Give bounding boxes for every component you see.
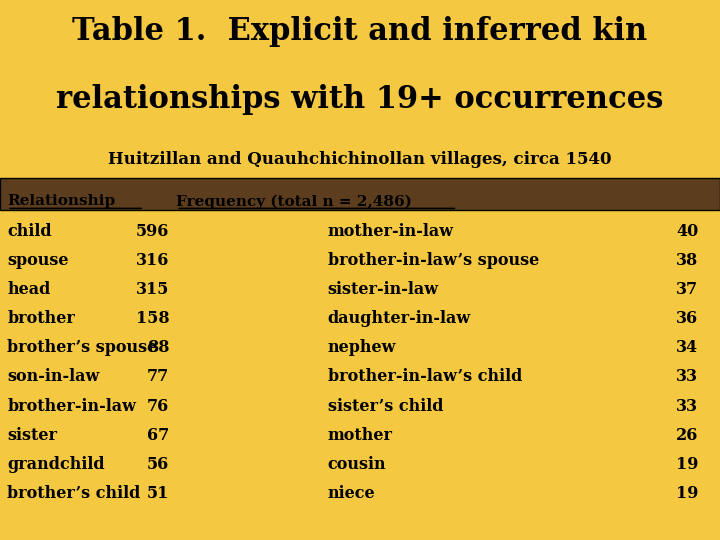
Text: 19: 19 — [676, 485, 698, 502]
Text: niece: niece — [328, 485, 375, 502]
Text: 34: 34 — [676, 339, 698, 356]
Text: brother’s child: brother’s child — [7, 485, 140, 502]
Text: mother-in-law: mother-in-law — [328, 222, 454, 240]
Text: 40: 40 — [676, 222, 698, 240]
FancyBboxPatch shape — [0, 178, 720, 210]
Text: sister-in-law: sister-in-law — [328, 281, 438, 298]
Text: head: head — [7, 281, 50, 298]
Text: 158: 158 — [135, 310, 169, 327]
Text: 33: 33 — [676, 397, 698, 415]
Text: nephew: nephew — [328, 339, 396, 356]
Text: mother: mother — [328, 427, 392, 444]
Text: Frequency (total n = 2,486): Frequency (total n = 2,486) — [176, 194, 413, 208]
Text: brother’s spouse: brother’s spouse — [7, 339, 158, 356]
Text: Table 1.  Explicit and inferred kin: Table 1. Explicit and inferred kin — [73, 16, 647, 47]
Text: 38: 38 — [676, 252, 698, 269]
Text: 33: 33 — [676, 368, 698, 386]
Text: Relationship: Relationship — [7, 194, 115, 208]
Text: relationships with 19+ occurrences: relationships with 19+ occurrences — [56, 84, 664, 114]
Text: 315: 315 — [136, 281, 169, 298]
Text: 596: 596 — [136, 222, 169, 240]
Text: sister’s child: sister’s child — [328, 397, 443, 415]
Text: 316: 316 — [136, 252, 169, 269]
Text: 19: 19 — [676, 456, 698, 473]
Text: cousin: cousin — [328, 456, 386, 473]
Text: 88: 88 — [147, 339, 169, 356]
Text: child: child — [7, 222, 52, 240]
Text: brother: brother — [7, 310, 75, 327]
Text: son-in-law: son-in-law — [7, 368, 99, 386]
Text: brother-in-law’s child: brother-in-law’s child — [328, 368, 522, 386]
Text: 67: 67 — [147, 427, 169, 444]
Text: sister: sister — [7, 427, 57, 444]
Text: 37: 37 — [676, 281, 698, 298]
Text: brother-in-law’s spouse: brother-in-law’s spouse — [328, 252, 539, 269]
Text: daughter-in-law: daughter-in-law — [328, 310, 471, 327]
Text: 36: 36 — [676, 310, 698, 327]
Text: 51: 51 — [147, 485, 169, 502]
Text: 77: 77 — [147, 368, 169, 386]
Text: brother-in-law: brother-in-law — [7, 397, 136, 415]
Text: Huitzillan and Quauhchichinollan villages, circa 1540: Huitzillan and Quauhchichinollan village… — [108, 151, 612, 168]
Text: 56: 56 — [147, 456, 169, 473]
Text: 76: 76 — [147, 397, 169, 415]
Text: grandchild: grandchild — [7, 456, 105, 473]
Text: spouse: spouse — [7, 252, 68, 269]
Text: 26: 26 — [676, 427, 698, 444]
